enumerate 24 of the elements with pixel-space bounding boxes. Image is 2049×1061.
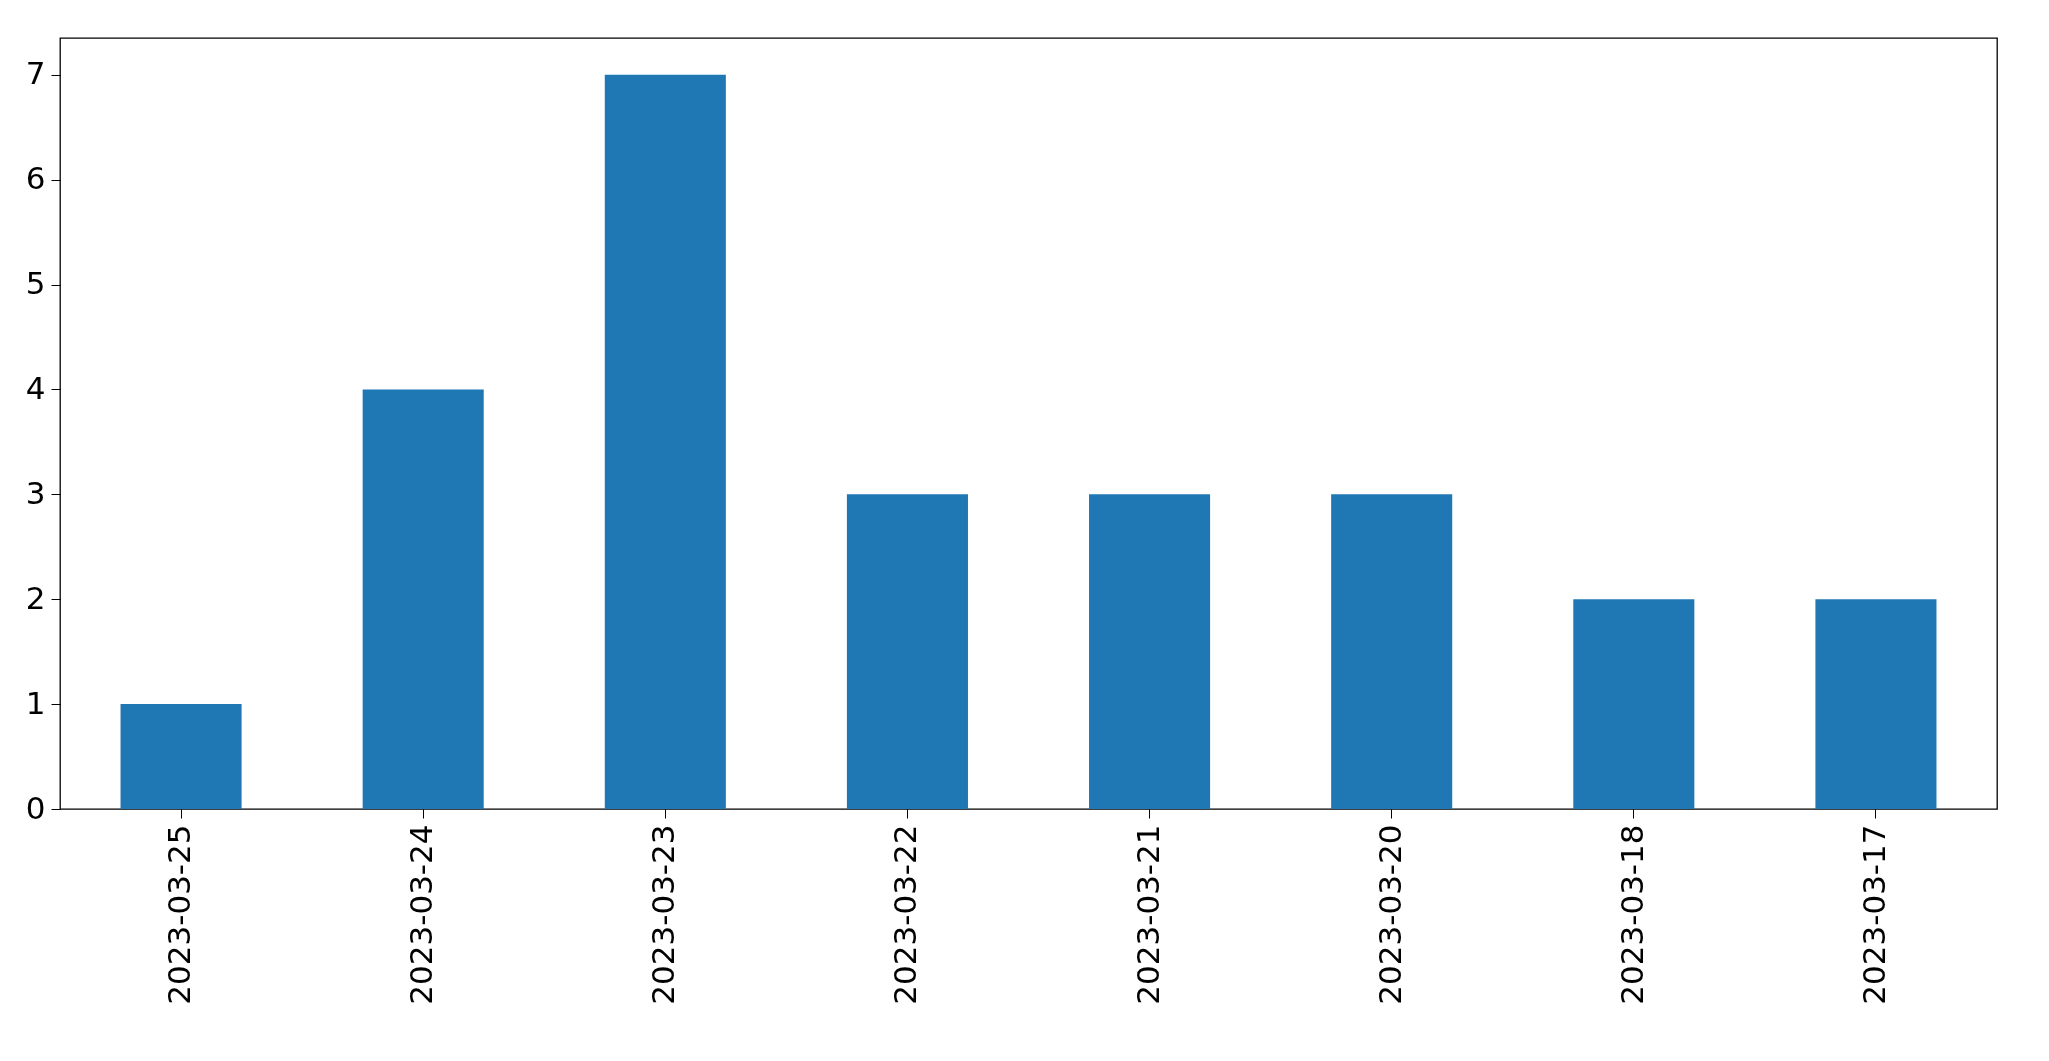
bar [120,704,242,809]
y-tick-label: 1 [25,684,46,721]
bar [1089,494,1211,809]
bar [604,74,726,809]
y-tick-label: 2 [25,579,46,616]
y-tick-label: 0 [25,789,46,826]
y-tick-label: 4 [25,369,46,406]
x-tick-label: 2023-03-20 [1371,824,1408,1005]
y-tick-label: 3 [25,474,46,511]
x-tick-label: 2023-03-21 [1129,824,1166,1005]
bar [1573,599,1695,809]
bar [1815,599,1937,809]
x-tick-label: 2023-03-22 [887,824,924,1005]
x-tick-label: 2023-03-24 [403,824,440,1005]
bar [362,389,484,809]
bar [846,494,968,809]
x-tick-label: 2023-03-23 [645,824,682,1005]
x-tick-label: 2023-03-17 [1855,824,1892,1005]
bar [1331,494,1453,809]
x-tick-label: 2023-03-25 [161,824,198,1005]
x-tick-label: 2023-03-18 [1613,824,1650,1005]
y-tick-label: 6 [25,160,46,197]
y-tick-label: 7 [25,55,46,92]
y-tick-label: 5 [25,265,46,302]
